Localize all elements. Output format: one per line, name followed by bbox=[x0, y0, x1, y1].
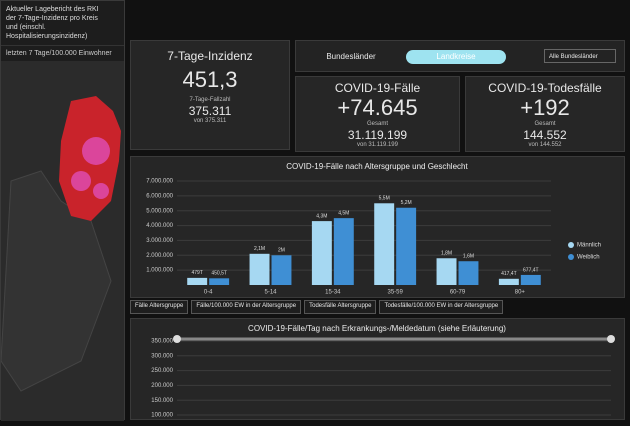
data-label: 4,3M bbox=[316, 213, 327, 219]
header-line: und (einschl. Hospitalisierungsinzidenz) bbox=[6, 24, 88, 40]
map-header: Aktueller Lagebericht des RKI der 7-Tage… bbox=[1, 1, 124, 46]
bar bbox=[436, 258, 457, 285]
y-tick-label: 300.000 bbox=[151, 353, 173, 359]
chart-tabs: Fälle Altersgruppe Fälle/100.000 EW in de… bbox=[130, 300, 625, 314]
hotspot bbox=[93, 183, 109, 199]
legend-swatch bbox=[568, 254, 574, 260]
y-tick-label: 4.000.000 bbox=[146, 223, 173, 229]
x-tick-label: 15-34 bbox=[325, 290, 341, 296]
y-tick-label: 6.000.000 bbox=[146, 193, 173, 199]
data-label: 2M bbox=[278, 248, 285, 254]
deaths-card: COVID-19-Todesfälle +192 Gesamt 144.552 … bbox=[465, 76, 625, 152]
hotspot bbox=[82, 137, 110, 165]
card-sub-value: 144.552 bbox=[523, 128, 567, 142]
card-sub-note: von 375.311 bbox=[193, 118, 227, 124]
card-title: COVID-19-Fälle bbox=[334, 81, 421, 95]
card-sub-note: von 31.119.199 bbox=[357, 142, 398, 148]
chart-title: COVID-19-Fälle nach Altersgruppe und Ges… bbox=[286, 162, 468, 171]
tab[interactable]: Bundesländer bbox=[326, 52, 376, 61]
data-label: 479T bbox=[191, 270, 202, 276]
x-tick-label: 0-4 bbox=[204, 290, 213, 296]
chart-tab[interactable]: Todesfälle/100.000 EW in der Altersgrupp… bbox=[379, 300, 504, 314]
map-subtitle: letzten 7 Tage/100.000 Einwohner bbox=[6, 50, 112, 57]
y-tick-label: 5.000.000 bbox=[146, 208, 173, 214]
y-tick-label: 2.000.000 bbox=[146, 253, 173, 259]
bar bbox=[520, 274, 541, 285]
card-title: 7-Tage-Inzidenz bbox=[167, 49, 253, 63]
data-label: 2,1M bbox=[254, 246, 265, 252]
bar bbox=[498, 278, 519, 285]
x-tick-label: 80+ bbox=[515, 290, 526, 296]
dropdown[interactable]: Alle Bundesländer bbox=[544, 49, 616, 63]
data-label: 1,6M bbox=[463, 254, 474, 260]
y-tick-label: 100.000 bbox=[151, 413, 173, 419]
data-label: 5,2M bbox=[401, 200, 412, 206]
card-sub-label: 7-Tage-Fallzahl bbox=[189, 97, 231, 103]
age-chart-panel: COVID-19-Fälle nach Altersgruppe und Ges… bbox=[130, 156, 625, 298]
x-tick-label: 35-59 bbox=[387, 290, 403, 296]
bar bbox=[374, 203, 395, 285]
bar bbox=[458, 261, 479, 285]
bar bbox=[311, 221, 332, 285]
card-sub-value: 31.119.199 bbox=[347, 128, 408, 142]
data-label: 677,4T bbox=[523, 267, 539, 273]
chart-tab[interactable]: Fälle Altersgruppe bbox=[130, 300, 189, 314]
data-label: 4,5M bbox=[338, 210, 349, 216]
hotspot bbox=[71, 171, 91, 191]
card-sub-note: von 144.552 bbox=[528, 142, 562, 148]
y-tick-label: 1.000.000 bbox=[146, 268, 173, 274]
tab-active[interactable]: Landkreise bbox=[406, 50, 506, 64]
legend-swatch bbox=[568, 242, 574, 248]
header-line: Aktueller Lagebericht des RKI bbox=[6, 6, 99, 13]
legend-label: Weiblich bbox=[577, 255, 600, 261]
bar bbox=[249, 253, 270, 285]
daily-chart: COVID-19-Fälle/Tag nach Erkrankungs-/Mel… bbox=[151, 324, 615, 419]
card-value: +192 bbox=[520, 95, 570, 120]
card-sub-label: Gesamt bbox=[534, 121, 556, 127]
map bbox=[0, 61, 124, 421]
bar bbox=[187, 277, 208, 285]
slider-handle bbox=[607, 335, 615, 343]
card-sub-label: Gesamt bbox=[366, 121, 388, 127]
card-value: +74.645 bbox=[337, 95, 418, 120]
bar bbox=[396, 207, 417, 285]
bar bbox=[271, 255, 292, 285]
daily-chart-panel: COVID-19-Fälle/Tag nach Erkrankungs-/Mel… bbox=[130, 318, 625, 420]
data-label: 1,8M bbox=[441, 251, 452, 257]
header-line: der 7-Tage-Inzidenz pro Kreis bbox=[6, 15, 98, 22]
age-chart: COVID-19-Fälle nach Altersgruppe und Ges… bbox=[146, 162, 601, 296]
data-label: 5,5M bbox=[379, 196, 390, 202]
card-sub-value: 375.311 bbox=[188, 104, 232, 118]
chart-title: COVID-19-Fälle/Tag nach Erkrankungs-/Mel… bbox=[248, 324, 506, 333]
card-title: COVID-19-Todesfälle bbox=[488, 81, 602, 95]
land bbox=[0, 170, 112, 392]
card-value: 451,3 bbox=[182, 67, 238, 92]
y-tick-label: 250.000 bbox=[151, 368, 173, 374]
bar bbox=[209, 278, 230, 285]
y-tick-label: 3.000.000 bbox=[146, 238, 173, 244]
x-tick-label: 60-79 bbox=[450, 290, 466, 296]
bar bbox=[333, 218, 354, 285]
map-panel: Aktueller Lagebericht des RKI der 7-Tage… bbox=[0, 0, 125, 421]
legend-label: Männlich bbox=[577, 243, 601, 249]
data-label: 417,4T bbox=[501, 271, 517, 277]
chart-tab[interactable]: Todesfälle Altersgruppe bbox=[304, 300, 377, 314]
chart-tab[interactable]: Fälle/100.000 EW in der Altersgruppe bbox=[191, 300, 302, 314]
slider-handle bbox=[173, 335, 181, 343]
incidence-card: 7-Tage-Inzidenz 451,3 7-Tage-Fallzahl 37… bbox=[130, 40, 290, 150]
tab-bar: Bundesländer Landkreise Alle Bundeslände… bbox=[295, 40, 625, 72]
cases-card: COVID-19-Fälle +74.645 Gesamt 31.119.199… bbox=[295, 76, 460, 152]
y-tick-label: 150.000 bbox=[151, 398, 173, 404]
data-label: 450,5T bbox=[211, 271, 227, 277]
y-tick-label: 200.000 bbox=[151, 383, 173, 389]
y-tick-label: 7.000.000 bbox=[146, 179, 173, 185]
y-tick-label: 350.000 bbox=[151, 339, 173, 345]
x-tick-label: 5-14 bbox=[264, 290, 277, 296]
